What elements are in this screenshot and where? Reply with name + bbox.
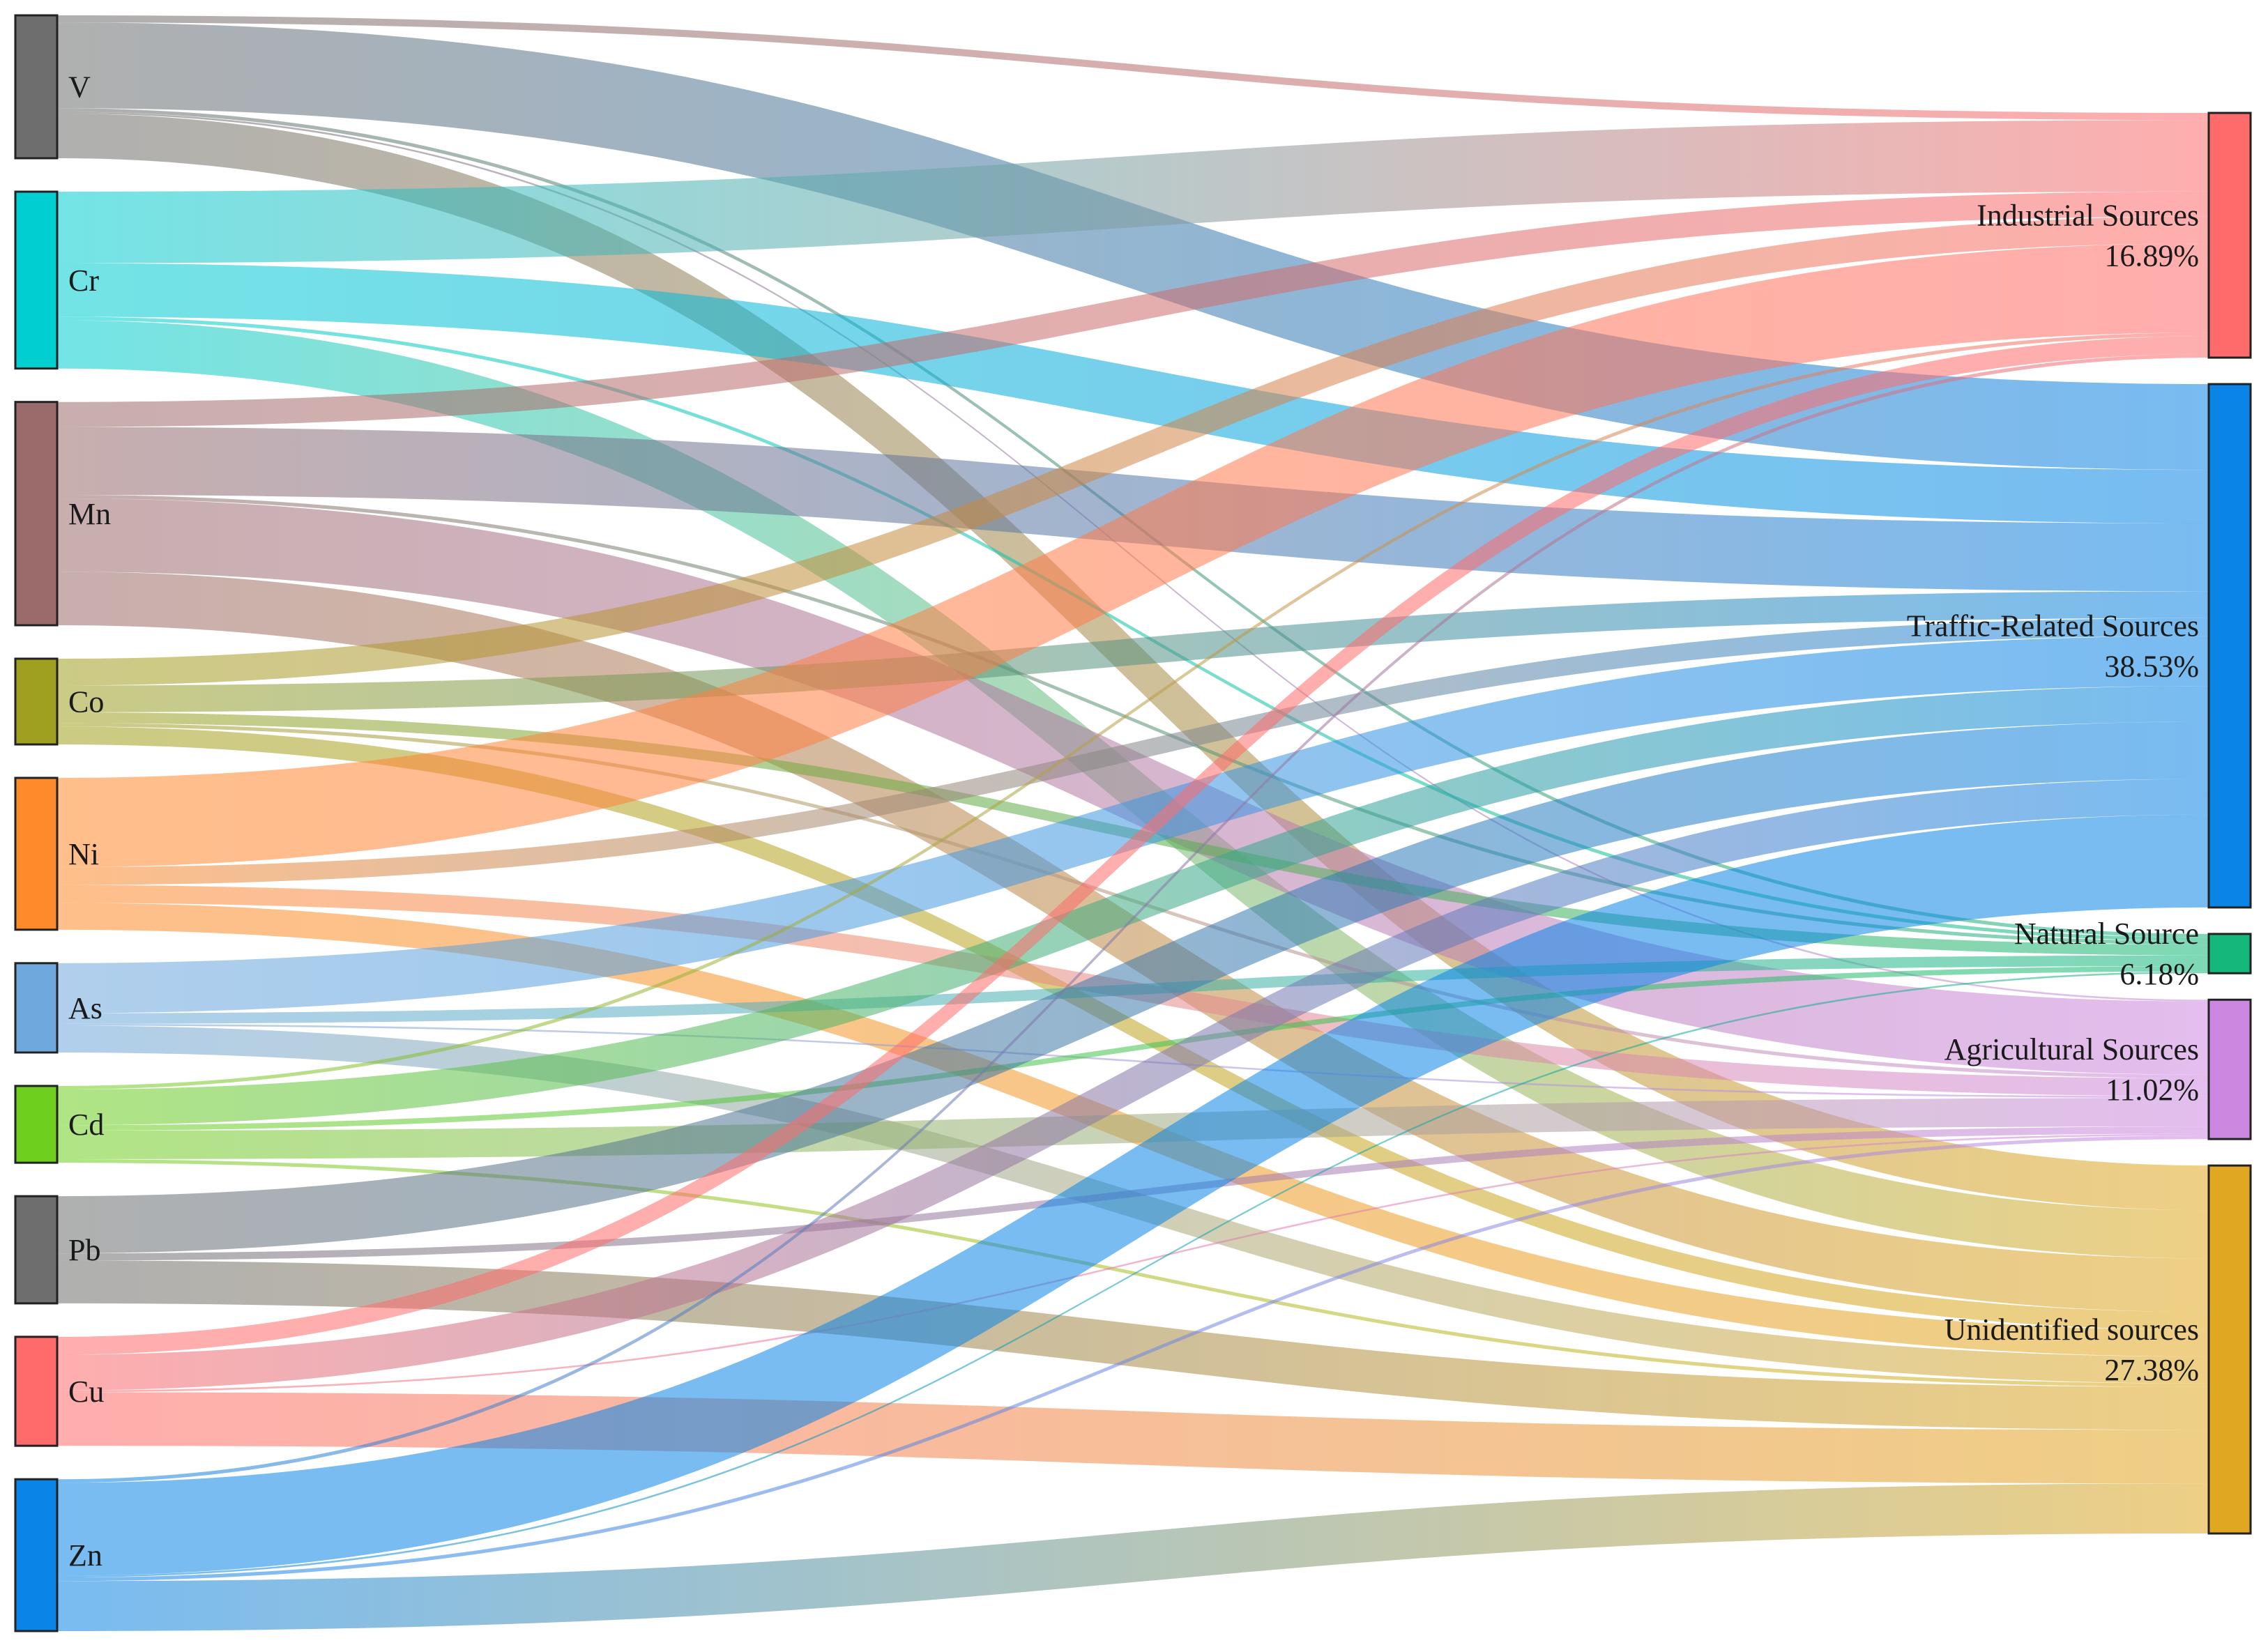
source-label-Cr: Cr [68,263,99,298]
target-label-TRF: Traffic-Related Sources [1907,609,2199,643]
source-label-Cu: Cu [68,1375,104,1409]
source-label-V: V [68,70,91,105]
link-Ni-to-TRF [57,618,2209,885]
link-Ni-to-IND [57,243,2209,868]
link-Cr-to-IND [57,120,2209,263]
link-Co-to-TRF [57,591,2209,712]
source-label-Zn: Zn [68,1538,102,1573]
link-Mn-to-TRF [57,427,2209,592]
target-label-IND: Industrial Sources [1977,199,2199,233]
link-Mn-to-NAT [57,494,2209,945]
source-node-Mn [14,401,59,627]
link-Cu-to-TRF [57,779,2209,1391]
link-As-to-TRF [57,636,2209,1013]
nodes-layer [14,14,2252,1632]
link-Cu-to-AGR [57,1133,2209,1393]
target-label-AGR: Agricultural Sources [1944,1032,2199,1066]
target-node-NAT [2207,933,2252,974]
target-percent-AGR: 11.02% [2106,1073,2199,1107]
link-Pb-to-TRF [57,721,2209,1254]
source-label-As: As [68,991,102,1025]
link-Cu-to-IND [57,336,2209,1355]
target-percent-UNK: 27.38% [2104,1353,2199,1387]
links-layer [57,15,2209,1631]
source-node-Cu [14,1336,59,1447]
target-node-UNK [2207,1164,2252,1535]
link-Cd-to-AGR [57,1098,2209,1159]
link-As-to-AGR [57,1023,2209,1099]
link-Zn-to-AGR [57,1135,2209,1582]
source-node-Cr [14,190,59,370]
link-Mn-to-UNK [57,572,2209,1313]
link-Mn-to-AGR [57,498,2209,1075]
source-node-Co [14,657,59,746]
labels-layer: V Cr Mn Co Ni As Cd Pb Cu Zn Industrial Sources 16.… [68,70,2199,1573]
link-Zn-to-NAT [57,971,2209,1578]
link-Cd-to-NAT [57,966,2209,1131]
target-node-TRF [2207,383,2252,909]
target-percent-TRF: 38.53% [2104,649,2199,683]
source-node-Cd [14,1085,59,1164]
source-label-Ni: Ni [68,837,99,871]
link-Cd-to-TRF [57,686,2209,1126]
target-node-IND [2207,112,2252,359]
source-label-Mn: Mn [68,497,111,531]
source-node-Ni [14,776,59,931]
source-label-Cd: Cd [68,1108,104,1142]
link-Co-to-IND [57,216,2209,686]
source-node-V [14,14,59,160]
link-V-to-IND [57,15,2209,121]
target-label-UNK: Unidentified sources [1944,1313,2199,1347]
target-percent-NAT: 6.18% [2119,957,2199,991]
link-Co-to-UNK [57,726,2209,1330]
link-Zn-to-UNK [57,1483,2209,1631]
link-Zn-to-TRF [57,814,2209,1576]
source-node-As [14,962,59,1054]
target-label-NAT: Natural Source [2014,917,2199,951]
link-Cd-to-UNK [57,1159,2209,1387]
link-Mn-to-IND [57,191,2209,427]
link-Zn-to-IND [57,353,2209,1483]
link-Cd-to-IND [57,332,2209,1090]
target-node-AGR [2207,998,2252,1140]
source-node-Zn [14,1478,59,1632]
link-Cr-to-NAT [57,316,2209,942]
source-label-Pb: Pb [68,1233,100,1267]
source-label-Co: Co [68,685,104,719]
target-percent-IND: 16.89% [2104,239,2199,273]
source-node-Pb [14,1195,59,1305]
